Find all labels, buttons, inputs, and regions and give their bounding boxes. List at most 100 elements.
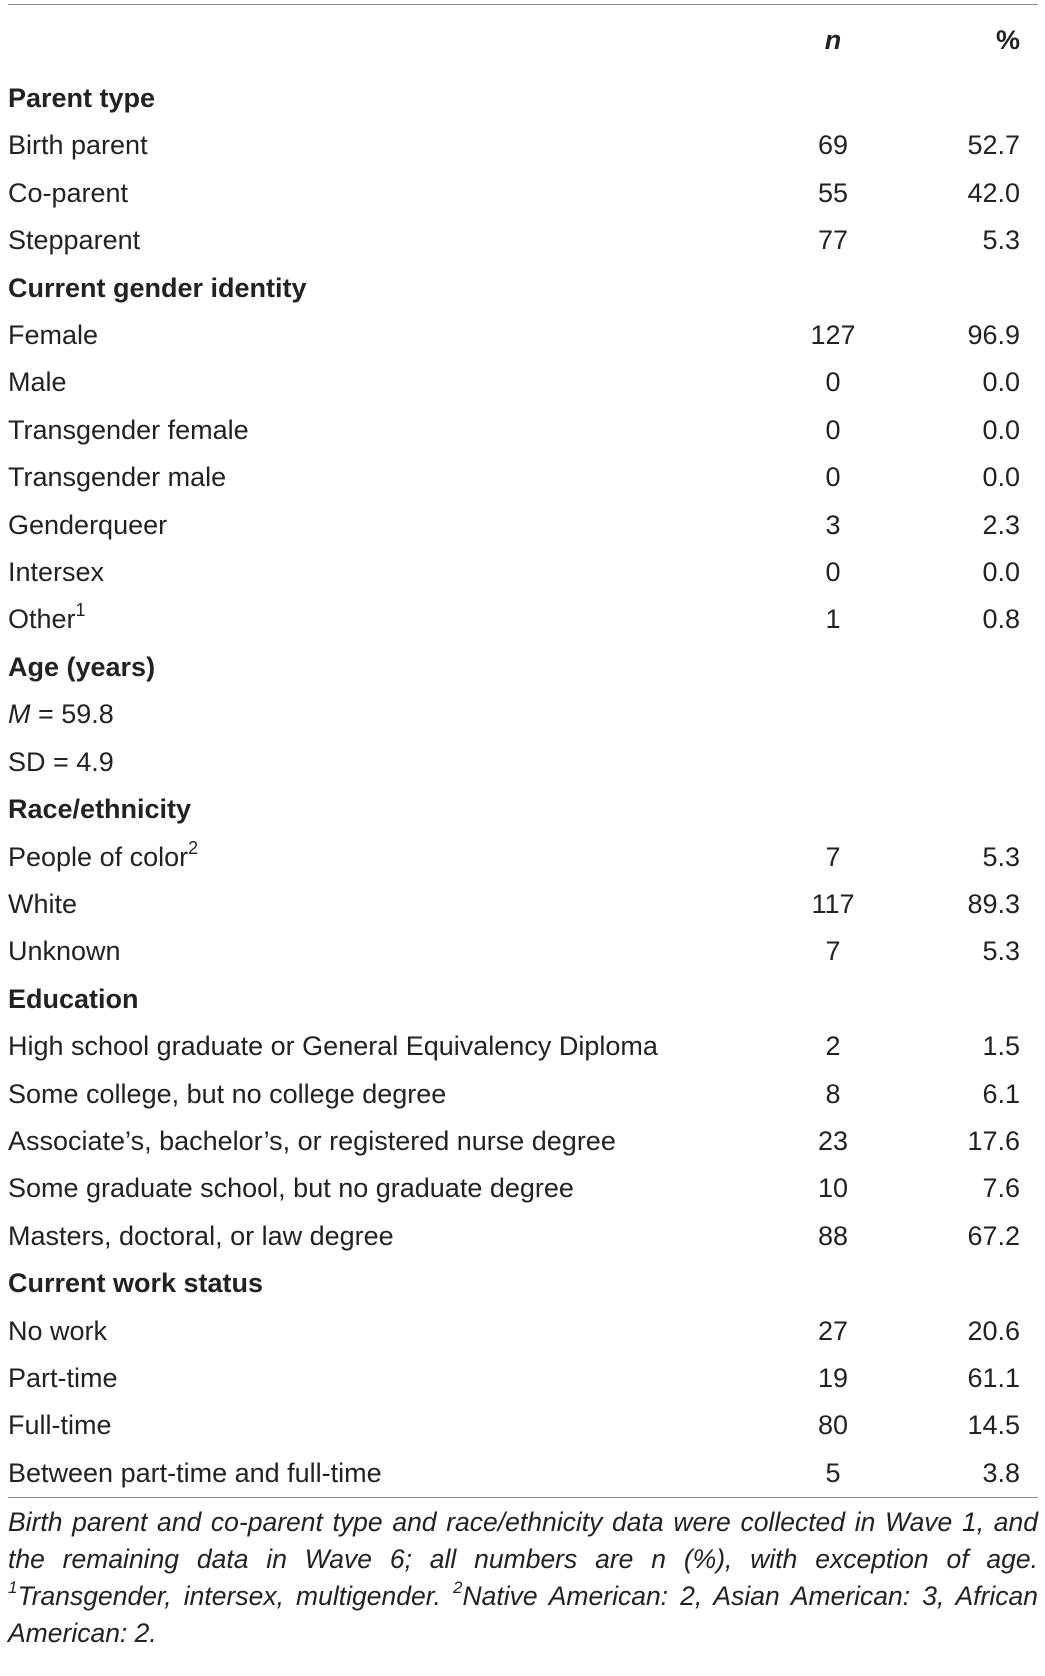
- note-main-text: Birth parent and co-parent type and race…: [8, 1507, 1038, 1575]
- table-row: Full-time 80 14.5: [8, 1402, 1038, 1449]
- row-percent: 52.7: [967, 130, 1020, 161]
- row-percent: 7.6: [982, 1173, 1020, 1204]
- row-label: Full-time: [8, 1410, 112, 1441]
- table-row: Some college, but no college degree 8 6.…: [8, 1071, 1038, 1118]
- row-n: 0: [825, 414, 841, 445]
- row-n: 3: [825, 509, 841, 540]
- row-percent: 5.3: [982, 225, 1020, 256]
- row-percent: 3.8: [982, 1457, 1020, 1488]
- age-mean: M = 59.8: [8, 691, 1038, 738]
- mean-value: = 59.8: [30, 699, 114, 730]
- row-n: 19: [817, 1362, 849, 1393]
- header-label-cell: [8, 5, 768, 75]
- footnote-marker: 2: [188, 837, 199, 858]
- row-label-with-footnote: Other1: [8, 596, 768, 643]
- row-n: 80: [817, 1410, 849, 1441]
- table-row: Intersex 0 0.0: [8, 549, 1038, 596]
- row-label: Some graduate school, but no graduate de…: [8, 1173, 574, 1204]
- row-n: 88: [817, 1220, 849, 1251]
- table-note: Birth parent and co-parent type and race…: [8, 1498, 1038, 1652]
- row-label: Co-parent: [8, 177, 129, 208]
- row-n: 7: [825, 936, 841, 967]
- row-label: Transgender male: [8, 462, 227, 493]
- row-label: Between part-time and full-time: [8, 1457, 382, 1488]
- row-percent: 14.5: [967, 1410, 1020, 1441]
- row-n: 27: [817, 1315, 849, 1346]
- table-row: Female 127 96.9: [8, 312, 1038, 359]
- footnote-1-text: Transgender, intersex, multigender.: [17, 1581, 454, 1612]
- row-n: 117: [811, 888, 855, 919]
- row-label: Transgender female: [8, 414, 249, 445]
- table-row: Some graduate school, but no graduate de…: [8, 1165, 1038, 1212]
- footnote-2-text: Native American: 2, Asian American: 3, A…: [8, 1581, 1038, 1649]
- section-header-row: Current gender identity: [8, 265, 1038, 312]
- footnote-marker-1: 1: [8, 1578, 18, 1598]
- table-row: Unknown 7 5.3: [8, 928, 1038, 975]
- table-row: Masters, doctoral, or law degree 88 67.2: [8, 1213, 1038, 1260]
- section-title: Current gender identity: [8, 272, 307, 303]
- table-row: Part-time 19 61.1: [8, 1355, 1038, 1402]
- table-row: SD = 4.9: [8, 739, 1038, 786]
- row-percent: 67.2: [967, 1220, 1020, 1251]
- row-label: High school graduate or General Equivale…: [8, 1031, 658, 1062]
- header-n: n: [824, 25, 842, 55]
- row-n: 1: [825, 604, 841, 635]
- section-header-row: Parent type: [8, 75, 1038, 122]
- row-n: 0: [825, 462, 841, 493]
- row-n: 77: [817, 225, 849, 256]
- row-n: 0: [825, 557, 841, 588]
- row-percent: 0.0: [982, 557, 1020, 588]
- demographics-table: n % Parent type Birth parent 69 52.7 Co-…: [8, 5, 1038, 1497]
- row-percent: 17.6: [967, 1125, 1020, 1156]
- top-rule: [8, 4, 1038, 5]
- row-percent: 6.1: [982, 1078, 1020, 1109]
- row-percent: 89.3: [967, 888, 1020, 919]
- section-title: Current work status: [8, 1268, 264, 1299]
- row-percent: 2.3: [982, 509, 1020, 540]
- section-header-row: Race/ethnicity: [8, 786, 1038, 833]
- row-label-text: Other: [8, 604, 76, 635]
- row-n: 7: [825, 841, 841, 872]
- section-header-row: Current work status: [8, 1260, 1038, 1307]
- row-percent: 61.1: [967, 1362, 1020, 1393]
- header-row: n %: [8, 5, 1038, 75]
- table-row: No work 27 20.6: [8, 1308, 1038, 1355]
- row-percent: 0.0: [982, 414, 1020, 445]
- table-container: n % Parent type Birth parent 69 52.7 Co-…: [8, 4, 1038, 1652]
- row-percent: 1.5: [982, 1031, 1020, 1062]
- table-row: White 117 89.3: [8, 881, 1038, 928]
- row-percent: 0.8: [982, 604, 1020, 635]
- footnote-marker: 1: [75, 600, 86, 621]
- mean-symbol: M: [8, 699, 31, 730]
- row-percent: 5.3: [982, 841, 1020, 872]
- header-percent: %: [995, 25, 1020, 55]
- table-row: Genderqueer 3 2.3: [8, 502, 1038, 549]
- row-n: 69: [817, 130, 849, 161]
- table-row: Male 0 0.0: [8, 359, 1038, 406]
- row-label-with-footnote: People of color2: [8, 834, 768, 881]
- footnote-marker-2: 2: [453, 1578, 463, 1598]
- row-label: White: [8, 888, 78, 919]
- row-n: 8: [825, 1078, 841, 1109]
- row-n: 127: [810, 320, 856, 351]
- row-n: 10: [817, 1173, 849, 1204]
- row-percent: 0.0: [982, 462, 1020, 493]
- row-label: Female: [8, 320, 99, 351]
- row-n: 55: [817, 177, 849, 208]
- bottom-rule: [8, 1497, 1038, 1499]
- row-label: Intersex: [8, 557, 105, 588]
- table-row: Co-parent 55 42.0: [8, 170, 1038, 217]
- row-percent: 20.6: [967, 1315, 1020, 1346]
- row-label-text: People of color: [8, 841, 189, 872]
- table-row: High school graduate or General Equivale…: [8, 1023, 1038, 1070]
- section-title: Age (years): [8, 651, 156, 682]
- section-header-row: Education: [8, 976, 1038, 1023]
- section-title: Education: [8, 983, 139, 1014]
- row-label: Masters, doctoral, or law degree: [8, 1220, 394, 1251]
- row-label: No work: [8, 1315, 108, 1346]
- table-row: Between part-time and full-time 5 3.8: [8, 1450, 1038, 1497]
- row-n: 23: [817, 1125, 849, 1156]
- row-percent: 96.9: [967, 320, 1020, 351]
- table-row: Birth parent 69 52.7: [8, 122, 1038, 169]
- section-header-row: Age (years): [8, 644, 1038, 691]
